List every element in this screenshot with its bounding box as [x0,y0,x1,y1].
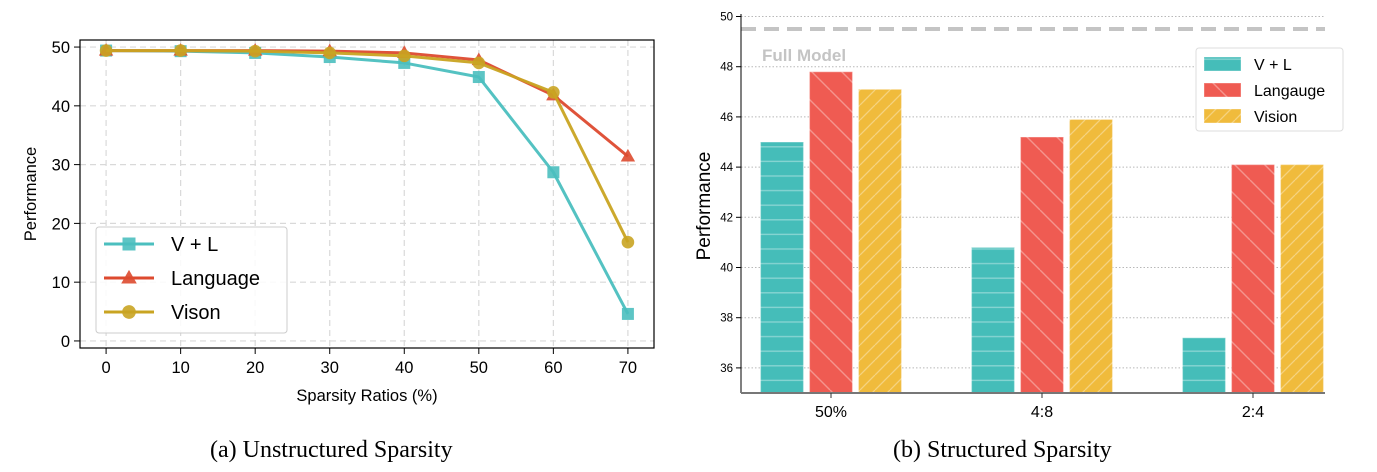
series-line [106,49,630,243]
legend-swatch-hatch [1204,83,1241,97]
legend-marker [122,305,136,319]
caption-b: (b) Structured Sparsity [893,437,1112,463]
bar [759,141,805,394]
bar [857,88,903,394]
y-tick-label: 42 [720,212,733,224]
legend-label: V + L [171,234,218,256]
series-langauge [808,71,1276,394]
legend-marker [122,237,136,251]
y-axis-label: Performance [694,152,715,261]
legend-marker [121,269,137,284]
legend-label: Langauge [1254,83,1325,100]
x-tick-label: 50% [815,404,847,420]
data-point [547,86,560,99]
x-tick-label: 60 [544,359,562,377]
y-axis-ticks: 36 38 40 42 44 46 48 50 [720,12,741,375]
legend: V + L Langauge Vision [1195,47,1344,132]
data-point [248,44,262,58]
bar-hatch [858,89,902,394]
data-point [472,56,486,70]
structured-sparsity-chart: Full Model 36 38 40 42 44 46 48 50 50% 4:8 2:4 Pe… [694,12,1344,420]
bar-hatch [971,247,1015,393]
x-axis-ticks: 50% 4:8 2:4 [815,393,1264,420]
bars [759,71,1325,394]
x-axis-label: Sparsity Ratios (%) [296,387,437,405]
y-tick-label: 20 [52,215,70,233]
legend-swatch-hatch [1204,109,1241,123]
data-point [398,56,411,69]
bar [970,246,1016,394]
bar-hatch [1280,164,1324,393]
data-point [99,44,113,57]
y-tick-label: 50 [720,12,733,24]
caption-a: (a) Unstructured Sparsity [210,437,453,463]
y-tick-label: 40 [720,263,733,275]
unstructured-sparsity-chart: 0 10 20 30 40 50 0 10 20 30 40 50 60 70 Sparsity Rat… [22,39,655,405]
data-point [621,235,635,249]
data-point [621,307,634,320]
y-tick-label: 36 [720,363,733,375]
bar-hatch [1231,164,1275,393]
series-line [106,49,629,158]
x-tick-label: 2:4 [1242,404,1264,420]
bar [808,71,854,394]
data-point [472,71,485,84]
y-tick-label: 40 [52,98,70,116]
bar [1230,163,1276,394]
data-point [174,44,187,57]
bar-hatch [760,142,804,393]
x-tick-label: 50 [470,359,488,377]
series-vision [857,88,1325,394]
x-tick-label: 20 [246,359,264,377]
y-tick-label: 0 [61,333,70,351]
bar-hatch [1069,119,1113,393]
x-tick-label: 0 [101,359,110,377]
y-tick-label: 10 [52,274,70,292]
y-axis-label: Performance [22,147,40,241]
x-tick-label: 40 [395,359,413,377]
y-tick-label: 46 [720,112,733,124]
legend-swatch-hatch [1204,57,1241,71]
legend-frame [95,226,288,334]
bar-hatch [1182,337,1226,393]
data-point [323,46,337,60]
y-axis-ticks: 0 10 20 30 40 50 [52,39,80,351]
legend-label: V + L [1254,57,1292,74]
y-tick-label: 44 [720,162,733,174]
bar-hatch [809,71,853,393]
y-tick-label: 38 [720,313,733,325]
series-vison [99,44,635,249]
y-tick-label: 50 [52,39,70,57]
y-tick-label: 30 [52,157,70,175]
x-axis-ticks: 0 10 20 30 40 50 60 70 [101,348,637,377]
x-tick-label: 4:8 [1031,404,1053,420]
x-tick-label: 10 [171,359,189,377]
series-lines [98,43,636,320]
legend: V + L Language Vison [95,226,288,334]
bar [1279,163,1325,394]
x-tick-label: 70 [619,359,637,377]
full-model-label: Full Model [762,46,846,65]
bar-hatch [1020,136,1064,393]
bar [1068,118,1114,394]
legend-label: Vison [171,302,221,324]
x-tick-label: 30 [321,359,339,377]
series-v-l [759,141,1227,394]
data-point [397,49,411,63]
bar [1181,337,1227,394]
plot-frame [79,39,655,349]
y-tick-label: 48 [720,62,733,74]
data-point [547,166,560,179]
legend-label: Language [171,268,260,290]
data-point [620,148,636,162]
bar [1019,136,1065,394]
legend-label: Vision [1254,109,1297,126]
full-model-reference: Full Model [741,27,1325,65]
